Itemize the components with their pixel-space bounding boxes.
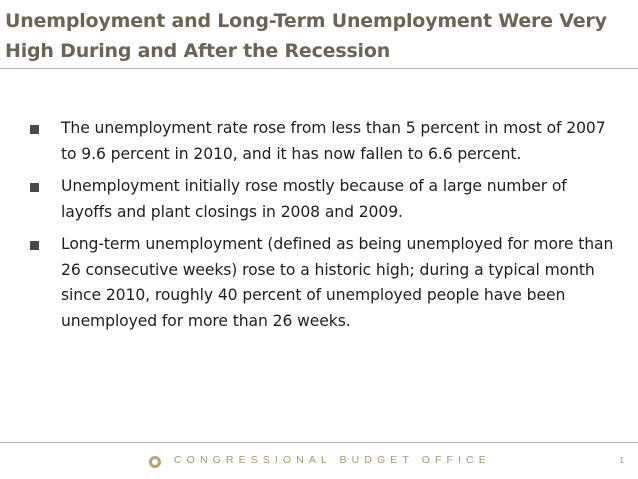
title-divider [0,68,638,69]
cbo-seal-center [152,459,158,465]
footer: CONGRESSIONAL BUDGET OFFICE 1 [0,450,638,474]
agency-name: CONGRESSIONAL BUDGET OFFICE [174,454,491,466]
square-bullet-icon [30,125,39,134]
footer-divider [0,442,638,443]
square-bullet-icon [30,183,39,192]
bullet-item-long-term-unemployment: Long-term unemployment (defined as being… [30,232,620,334]
page-number: 1 [619,456,624,465]
square-bullet-icon [30,241,39,250]
bullet-text: Unemployment initially rose mostly becau… [61,177,567,221]
bullet-text: Long-term unemployment (defined as being… [61,235,614,330]
bullet-item-unemployment-rate: The unemployment rate rose from less tha… [30,116,620,167]
slide-title: Unemployment and Long-Term Unemployment … [5,10,607,62]
bullet-list: The unemployment rate rose from less tha… [30,116,620,341]
bullet-text: The unemployment rate rose from less tha… [61,119,606,163]
cbo-seal-icon [149,456,161,468]
bullet-item-layoffs: Unemployment initially rose mostly becau… [30,174,620,225]
